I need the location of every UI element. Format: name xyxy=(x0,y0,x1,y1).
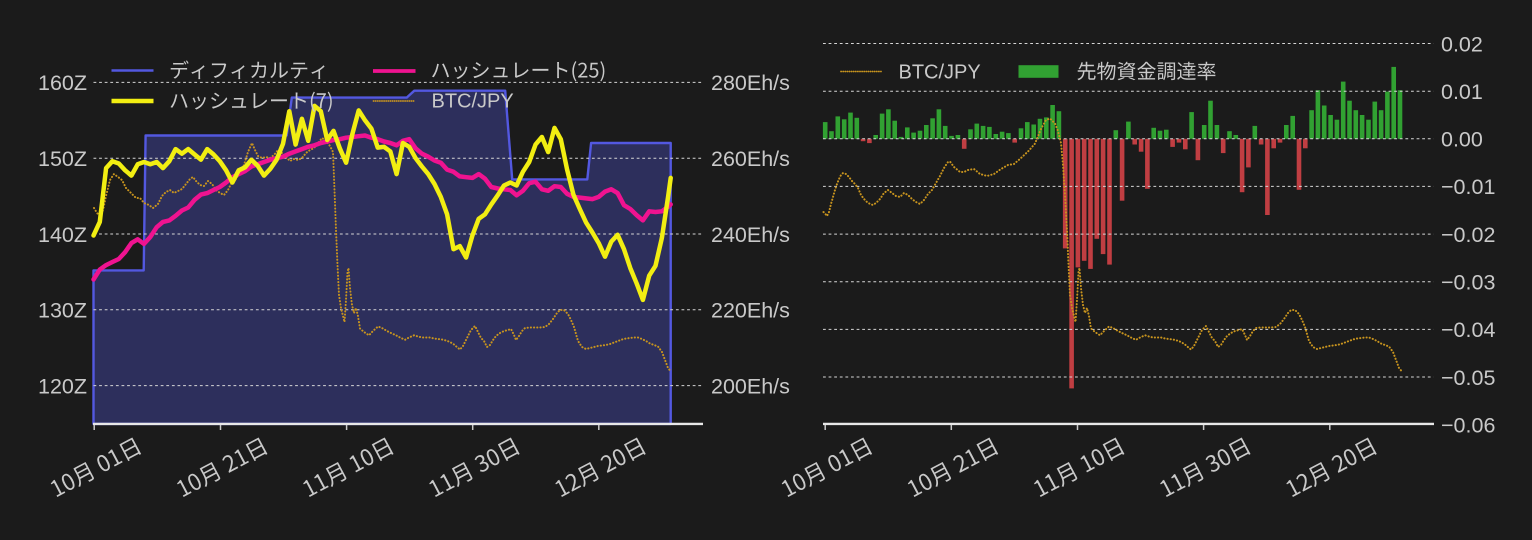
svg-text:0.01: 0.01 xyxy=(1441,80,1483,104)
svg-text:150Z: 150Z xyxy=(38,147,87,171)
svg-text:260Eh/s: 260Eh/s xyxy=(711,147,790,171)
svg-text:0.00: 0.00 xyxy=(1441,128,1483,152)
svg-text:−0.04: −0.04 xyxy=(1441,318,1495,342)
svg-text:160Z: 160Z xyxy=(38,71,87,95)
svg-text:130Z: 130Z xyxy=(38,299,87,323)
svg-text:−0.02: −0.02 xyxy=(1441,223,1495,247)
svg-text:−0.06: −0.06 xyxy=(1441,413,1495,437)
svg-text:−0.01: −0.01 xyxy=(1441,175,1495,199)
svg-text:0.02: 0.02 xyxy=(1441,32,1483,56)
svg-text:140Z: 140Z xyxy=(38,223,87,247)
svg-text:−0.03: −0.03 xyxy=(1441,271,1495,295)
svg-text:200Eh/s: 200Eh/s xyxy=(711,374,790,398)
svg-text:BTC/JPY: BTC/JPY xyxy=(432,91,514,113)
svg-text:280Eh/s: 280Eh/s xyxy=(711,71,790,95)
svg-text:−0.05: −0.05 xyxy=(1441,366,1495,390)
svg-text:120Z: 120Z xyxy=(38,374,87,398)
svg-text:BTC/JPY: BTC/JPY xyxy=(899,62,981,84)
svg-text:220Eh/s: 220Eh/s xyxy=(711,299,790,323)
svg-text:240Eh/s: 240Eh/s xyxy=(711,223,790,247)
